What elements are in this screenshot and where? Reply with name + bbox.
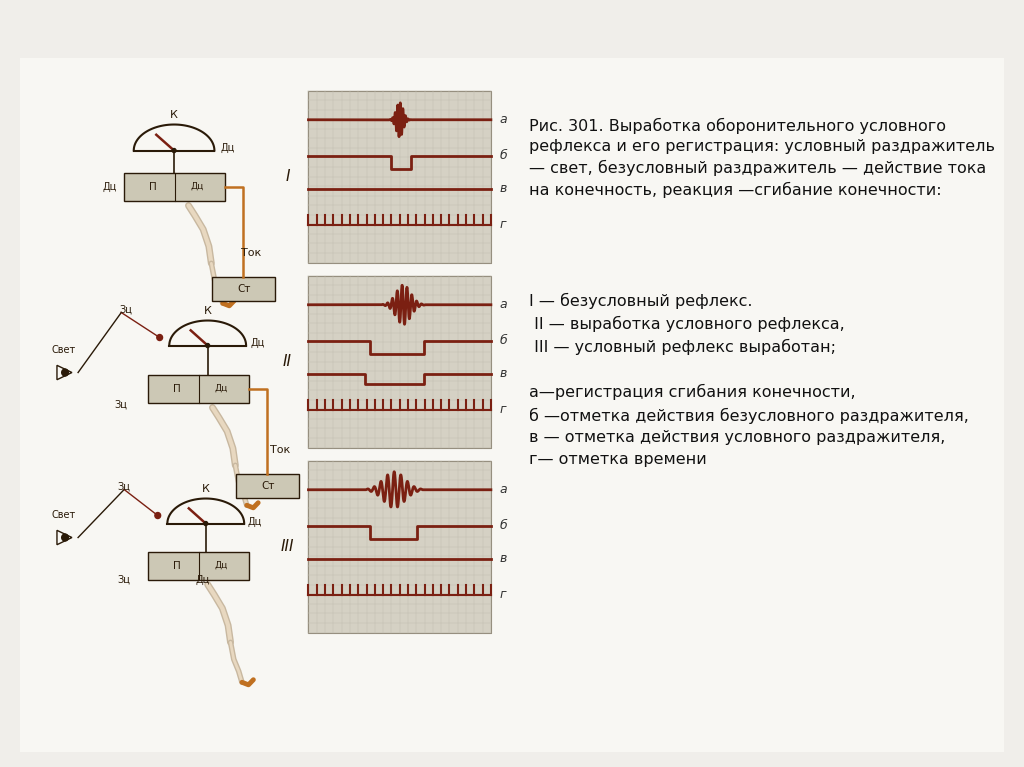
Text: К: К	[204, 305, 212, 315]
Bar	[308, 91, 490, 262]
Text: К: К	[170, 110, 178, 120]
Text: К: К	[202, 483, 210, 493]
Text: Зц: Зц	[118, 574, 131, 584]
Text: в: в	[500, 367, 507, 380]
Text: б: б	[500, 150, 507, 163]
Bar	[148, 551, 249, 580]
Text: Рис. 301. Выработка оборонительного условного
рефлекса и его регистрация: условн: Рис. 301. Выработка оборонительного усло…	[529, 117, 995, 198]
Text: П: П	[148, 182, 157, 192]
Text: а: а	[500, 114, 507, 127]
Text: Ст: Ст	[261, 480, 274, 491]
Text: Зц: Зц	[115, 400, 128, 410]
Text: Ток: Ток	[269, 445, 290, 455]
Text: П: П	[172, 384, 180, 393]
Bar	[237, 473, 299, 498]
Text: Ст: Ст	[237, 284, 250, 294]
Circle shape	[172, 149, 176, 153]
Text: Дц: Дц	[248, 516, 262, 526]
Text: Зц: Зц	[120, 304, 132, 314]
Text: г: г	[500, 403, 506, 416]
Text: б: б	[500, 334, 507, 347]
Circle shape	[61, 533, 69, 542]
Text: г: г	[500, 588, 506, 601]
Text: II: II	[283, 354, 292, 369]
Text: в: в	[500, 182, 507, 195]
Text: III: III	[281, 539, 294, 554]
Text: Дц: Дц	[251, 337, 265, 347]
Bar	[308, 460, 490, 633]
Text: I — безусловный рефлекс.
 II — выработка условного рефлекса,
 III — условный реф: I — безусловный рефлекс. II — выработка …	[529, 292, 969, 467]
Text: Дц: Дц	[102, 182, 117, 192]
Text: Дц: Дц	[214, 384, 227, 393]
Text: Свет: Свет	[51, 344, 76, 354]
Text: Свет: Свет	[51, 509, 76, 519]
Text: в: в	[500, 552, 507, 565]
Text: г: г	[500, 218, 506, 231]
Text: а: а	[500, 298, 507, 311]
Bar	[213, 277, 274, 301]
Text: Дц: Дц	[196, 574, 210, 584]
Bar	[308, 275, 490, 447]
Text: I: I	[285, 169, 290, 184]
Text: Ток: Ток	[241, 248, 261, 258]
Circle shape	[155, 512, 161, 518]
Circle shape	[206, 344, 210, 347]
Text: Дц: Дц	[214, 561, 227, 570]
Bar	[124, 173, 225, 200]
Text: Дц: Дц	[190, 182, 204, 191]
Text: б: б	[500, 519, 507, 532]
Circle shape	[157, 334, 163, 341]
Text: П: П	[172, 561, 180, 571]
Circle shape	[61, 368, 69, 377]
Text: а: а	[500, 483, 507, 496]
Circle shape	[204, 522, 208, 525]
Text: Зц: Зц	[118, 482, 131, 492]
Text: Дц: Дц	[220, 143, 234, 153]
Bar	[148, 374, 249, 403]
